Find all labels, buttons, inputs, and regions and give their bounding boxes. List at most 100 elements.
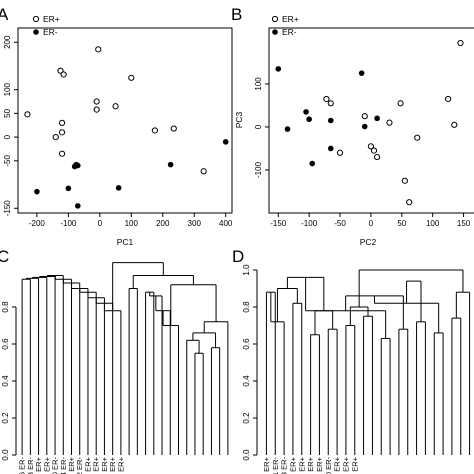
plot-frame-a bbox=[17, 27, 233, 214]
point-er-neg bbox=[115, 185, 122, 191]
x-tick-label: 50 bbox=[397, 219, 406, 228]
leaf-label: A10 ER+ bbox=[108, 456, 117, 474]
point-er-neg bbox=[309, 160, 316, 167]
y-tick-label: -100 bbox=[254, 161, 263, 178]
x-tick-label: 200 bbox=[156, 219, 170, 228]
point-er-pos bbox=[151, 127, 158, 134]
point-er-pos bbox=[200, 168, 207, 175]
leaf-label: A18 ER- bbox=[280, 457, 289, 474]
point-er-pos bbox=[58, 150, 66, 157]
legend-a: ER+ ER- bbox=[32, 14, 60, 37]
leaf-label: A01 ER+ bbox=[116, 456, 125, 474]
point-er-pos bbox=[370, 147, 378, 154]
x-tick-label: 0 bbox=[369, 219, 374, 228]
point-er-pos bbox=[373, 153, 381, 161]
y-tick-label: 100 bbox=[3, 82, 12, 96]
point-er-pos bbox=[52, 134, 59, 141]
y-tick-label: -50 bbox=[3, 154, 12, 166]
y-tick-label: 0.6 bbox=[1, 338, 10, 350]
point-er-pos bbox=[451, 121, 458, 128]
y-tick-label: 0.8 bbox=[1, 301, 10, 313]
legend-label-er-neg: ER- bbox=[282, 27, 297, 37]
leaf-label: A09 ER+ bbox=[67, 456, 76, 474]
x-tick-label: -150 bbox=[270, 219, 287, 228]
leaf-label: A17 ER+ bbox=[83, 456, 92, 474]
x-axis-label-a: PC1 bbox=[117, 237, 134, 247]
leaf-label: A05 ER+ bbox=[315, 456, 324, 474]
x-tick-label: 0 bbox=[98, 219, 103, 228]
y-tick-label: 50 bbox=[3, 108, 12, 117]
point-er-neg bbox=[34, 188, 40, 195]
point-er-pos bbox=[445, 95, 452, 103]
y-tick-label: 100 bbox=[254, 77, 263, 91]
y-tick-label: -150 bbox=[3, 200, 12, 217]
point-er-neg bbox=[306, 116, 312, 123]
leaf-label: A13 ER+ bbox=[350, 456, 359, 474]
point-er-neg bbox=[284, 126, 291, 132]
point-er-pos bbox=[367, 143, 375, 150]
y-tick-label: 0.2 bbox=[1, 412, 10, 424]
y-axis-label-b: PC3 bbox=[234, 111, 244, 128]
point-er-neg bbox=[303, 109, 309, 115]
point-er-pos bbox=[386, 119, 393, 126]
point-er-pos bbox=[60, 71, 67, 78]
point-er-pos bbox=[93, 98, 100, 105]
leaf-label: A12 ER- bbox=[75, 457, 84, 474]
point-er-pos bbox=[401, 177, 408, 184]
point-er-pos bbox=[24, 111, 31, 118]
y-tick-label: 0 bbox=[3, 134, 12, 139]
panel-letter-d: D bbox=[232, 247, 244, 266]
point-er-pos bbox=[170, 125, 177, 132]
point-er-pos bbox=[414, 134, 421, 141]
x-tick-label: -200 bbox=[29, 219, 46, 228]
point-er-neg bbox=[167, 161, 174, 168]
y-tick-label: 0.0 bbox=[242, 449, 251, 461]
y-tick-label: 0.4 bbox=[1, 375, 10, 387]
leaf-label: A02 ER+ bbox=[42, 456, 51, 474]
legend-label-er-neg: ER- bbox=[43, 27, 58, 37]
y-tick-label: 0.0 bbox=[1, 449, 10, 461]
point-er-neg bbox=[361, 123, 368, 130]
x-tick-label: 400 bbox=[219, 219, 233, 228]
point-er-pos bbox=[93, 106, 100, 113]
leaf-label: A20 ER- bbox=[51, 457, 60, 474]
x-tick-label: 100 bbox=[426, 219, 440, 228]
y-tick-label: 0 bbox=[254, 124, 263, 129]
panel-d-dendrogram: 0.0 0.2 0.4 0.6 0.8 1.0 A06 ER+ A11 ER- A18 ER-… bbox=[242, 264, 471, 474]
point-er-pos bbox=[336, 149, 344, 156]
x-axis-label-b: PC2 bbox=[360, 237, 377, 247]
legend-b: ER+ ER- bbox=[271, 14, 299, 37]
leaf-label: A08 ER+ bbox=[306, 456, 315, 474]
legend-label-er-pos: ER+ bbox=[43, 14, 60, 24]
legend-label-er-pos: ER+ bbox=[282, 14, 299, 24]
leaf-label: A04 ER- bbox=[59, 457, 68, 474]
x-tick-label: 300 bbox=[188, 219, 202, 228]
point-er-neg bbox=[74, 203, 81, 209]
point-er-neg bbox=[65, 185, 72, 192]
point-er-neg bbox=[327, 117, 334, 124]
point-er-pos bbox=[457, 39, 464, 47]
point-er-pos bbox=[406, 199, 413, 206]
x-tick-label: 150 bbox=[457, 219, 471, 228]
x-tick-label: -100 bbox=[301, 219, 318, 228]
legend-open-circle-icon bbox=[271, 15, 279, 23]
leaf-label: A16 ER- bbox=[18, 457, 27, 474]
leaf-label: A18 ER- bbox=[26, 457, 35, 474]
x-tick-label: -100 bbox=[60, 219, 77, 228]
panel-letter-a: A bbox=[0, 5, 9, 24]
leaf-label: A06 ER+ bbox=[34, 456, 43, 474]
panel-c-dendrogram: 0.0 0.2 0.4 0.6 0.8 A16 ER- A18 ER- A06 ER+ A02… bbox=[1, 262, 229, 474]
y-tick-label: 0.4 bbox=[242, 375, 251, 387]
point-er-pos bbox=[128, 74, 135, 81]
legend-filled-circle-icon bbox=[33, 29, 39, 35]
point-er-pos bbox=[361, 113, 368, 120]
point-er-neg bbox=[358, 70, 365, 76]
y-tick-label: 0.6 bbox=[242, 338, 251, 350]
point-er-neg bbox=[222, 139, 229, 145]
y-tick-label: 0.2 bbox=[242, 412, 251, 424]
panel-a-scatter: ER+ ER- -200 -100 0 100 200 300 400 -150 -50 0 50… bbox=[3, 14, 233, 247]
leaf-label: A06 ER+ bbox=[262, 456, 271, 474]
x-tick-label: -50 bbox=[334, 219, 346, 228]
leaf-label: A24 ER+ bbox=[100, 456, 109, 474]
